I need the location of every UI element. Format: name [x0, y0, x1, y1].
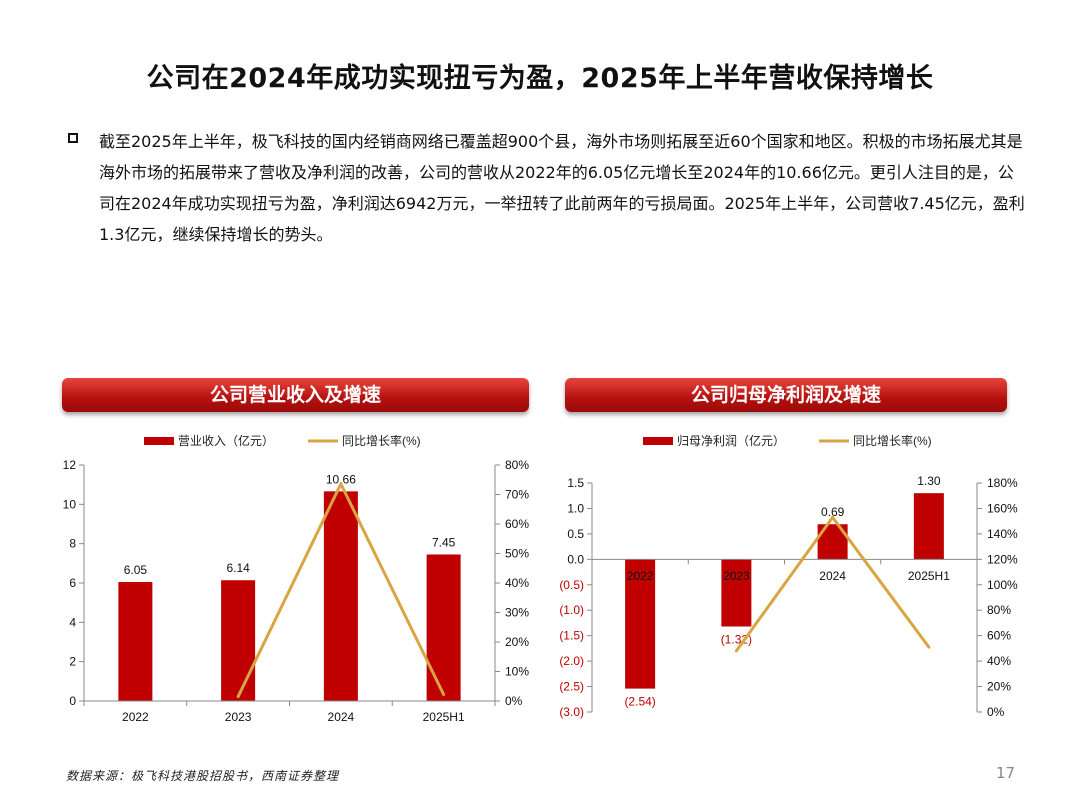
category-label-2025H1: 2025H1: [908, 569, 950, 583]
right-axis-tick-label: 140%: [987, 527, 1018, 541]
right-axis-tick-label: 40%: [987, 654, 1011, 668]
left-axis-tick-label: (3.0): [559, 705, 584, 719]
left-axis-tick-label: 12: [63, 458, 77, 472]
category-label-2024: 2024: [328, 710, 355, 724]
net-profit-chart: 归母净利润（亿元） 同比增长率(%) (3.0) (2.5) (2.0) (1.5) (1.…: [559, 433, 1018, 719]
bar-2024: [323, 491, 358, 701]
bar-2023: [221, 580, 256, 701]
left-axis-tick-label: 1.0: [567, 501, 584, 515]
bar-value-label: 7.45: [432, 535, 456, 549]
chart1-title-banner: 公司营业收入及增速: [62, 378, 529, 412]
category-label-2022: 2022: [122, 710, 149, 724]
left-axis-tick-label: (2.0): [559, 654, 584, 668]
bar-value-label: 10.66: [326, 472, 356, 486]
bar-2022: [118, 582, 153, 701]
growth-rate-point: [831, 515, 835, 519]
right-axis-tick-label: 80%: [987, 603, 1011, 617]
left-axis-tick-label: 6: [69, 576, 76, 590]
growth-rate-point: [927, 645, 931, 649]
right-axis-tick-label: 80%: [505, 458, 529, 472]
left-axis-tick-label: 0.5: [567, 527, 584, 541]
chart2-title-banner: 公司归母净利润及增速: [565, 378, 1007, 412]
bar-value-label: 0.69: [821, 505, 845, 519]
left-axis-tick-label: 0: [69, 694, 76, 708]
legend-bar-swatch: [144, 437, 174, 445]
bar-2022: [625, 559, 656, 689]
growth-rate-point: [442, 693, 446, 697]
right-axis-tick-label: 0%: [987, 705, 1005, 719]
right-axis-tick-label: 60%: [505, 517, 529, 531]
legend-bar-label: 营业收入（亿元）: [178, 433, 274, 448]
right-axis-tick-label: 30%: [505, 606, 529, 620]
bar-2025H1: [426, 554, 461, 701]
left-axis-tick-label: (0.5): [559, 578, 584, 592]
revenue-chart: 营业收入（亿元） 同比增长率(%) 0 2 4 6 8 10 12 0% 10% 20% 30% 40% 5…: [63, 433, 530, 724]
bar-value-label: 6.14: [226, 561, 250, 575]
right-axis-tick-label: 120%: [987, 552, 1018, 566]
left-axis-tick-label: (2.5): [559, 680, 584, 694]
bar-2023: [721, 559, 752, 627]
right-axis-tick-label: 160%: [987, 501, 1018, 515]
category-label-2023: 2023: [723, 569, 750, 583]
bullet-paragraph: 截至2025年上半年，极飞科技的国内经销商网络已覆盖超900个县，海外市场则拓展…: [68, 126, 1028, 250]
category-label-2022: 2022: [627, 569, 654, 583]
left-axis-tick-label: 8: [69, 537, 76, 551]
left-axis-tick-label: 4: [69, 615, 76, 629]
right-axis-tick-label: 100%: [987, 578, 1018, 592]
left-axis-tick-label: (1.0): [559, 603, 584, 617]
left-axis-tick-label: 0.0: [567, 552, 584, 566]
right-axis-tick-label: 70%: [505, 488, 529, 502]
category-label-2023: 2023: [225, 710, 252, 724]
right-axis-tick-label: 0%: [505, 694, 523, 708]
right-axis-tick-label: 180%: [987, 476, 1018, 490]
growth-rate-point: [339, 482, 343, 486]
category-label-2024: 2024: [819, 569, 846, 583]
page-title: 公司在2024年成功实现扭亏为盈，2025年上半年营收保持增长: [146, 63, 934, 94]
right-axis-tick-label: 20%: [987, 680, 1011, 694]
paragraph-text: 截至2025年上半年，极飞科技的国内经销商网络已覆盖超900个县，海外市场则拓展…: [99, 132, 1025, 244]
legend-line-label: 同比增长率(%): [342, 433, 421, 448]
bar-2025H1: [913, 493, 944, 560]
right-axis-tick-label: 50%: [505, 547, 529, 561]
data-source-note: 数据来源：极飞科技港股招股书，西南证券整理: [66, 769, 340, 783]
left-axis-tick-label: 2: [69, 655, 76, 669]
right-axis-tick-label: 20%: [505, 635, 529, 649]
square-bullet-icon: [68, 133, 78, 143]
bar-value-label: 1.30: [917, 474, 941, 488]
right-axis-tick-label: 40%: [505, 576, 529, 590]
right-axis-tick-label: 10%: [505, 665, 529, 679]
legend-bar-swatch: [643, 437, 673, 445]
legend-line-label: 同比增长率(%): [853, 433, 932, 448]
left-axis-tick-label: 1.5: [567, 476, 584, 490]
page-number: 17: [996, 764, 1016, 782]
bar-value-label: (2.54): [624, 695, 655, 709]
category-label-2025H1: 2025H1: [423, 710, 465, 724]
bar-value-label: 6.05: [124, 563, 148, 577]
left-axis-tick-label: 10: [63, 497, 77, 511]
right-axis-tick-label: 60%: [987, 629, 1011, 643]
growth-rate-point: [734, 649, 738, 653]
left-axis-tick-label: (1.5): [559, 629, 584, 643]
legend-bar-label: 归母净利润（亿元）: [677, 433, 785, 448]
bar-value-label: (1.32): [721, 633, 752, 647]
growth-rate-point: [236, 695, 240, 699]
